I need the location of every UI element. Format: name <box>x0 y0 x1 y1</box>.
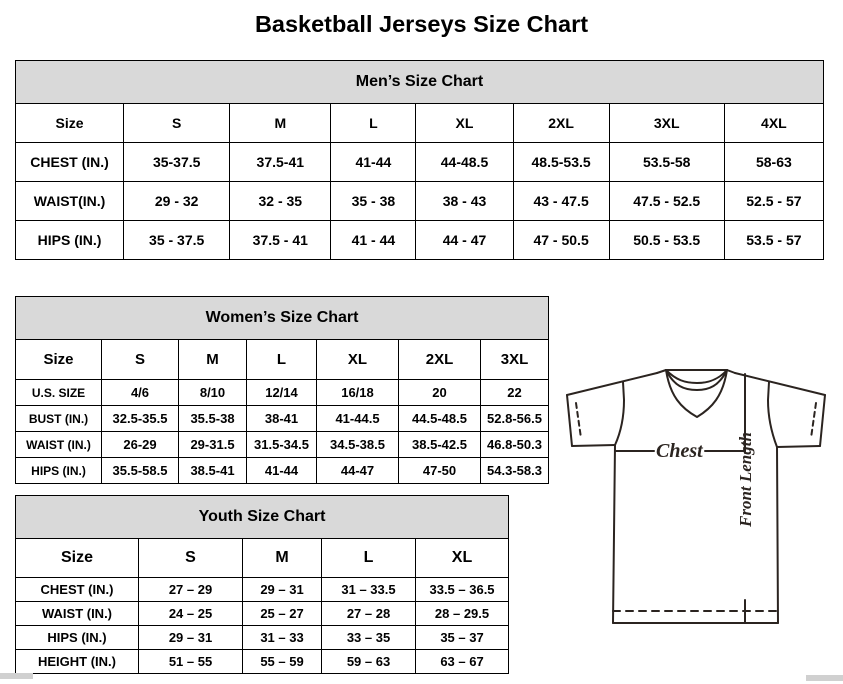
svg-text:Chest: Chest <box>656 440 704 462</box>
svg-text:Front Length: Front Length <box>736 432 755 528</box>
